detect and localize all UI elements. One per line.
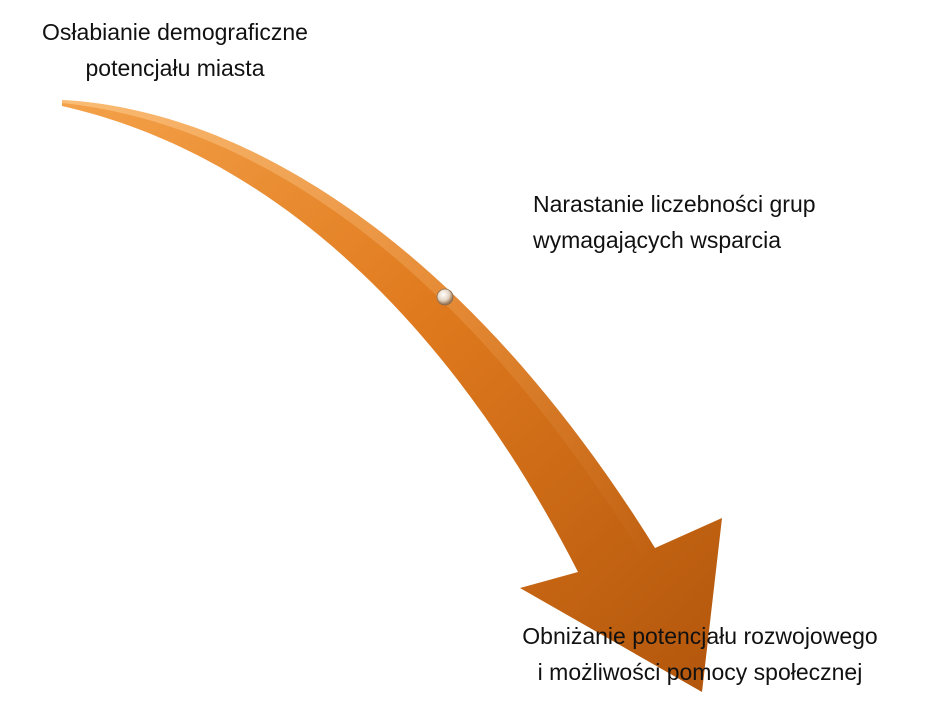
label-line: Obniżanie potencjału rozwojowego — [522, 623, 877, 649]
label-line: potencjału miasta — [86, 55, 265, 81]
label-line: i możliwości pomocy społecznej — [538, 659, 863, 685]
label-line: Osłabianie demograficzne — [42, 19, 308, 45]
label-line: Narastanie liczebności grup — [533, 191, 816, 217]
label-line: wymagających wsparcia — [532, 227, 781, 253]
knob — [436, 288, 454, 306]
curved-arrow — [62, 100, 722, 692]
